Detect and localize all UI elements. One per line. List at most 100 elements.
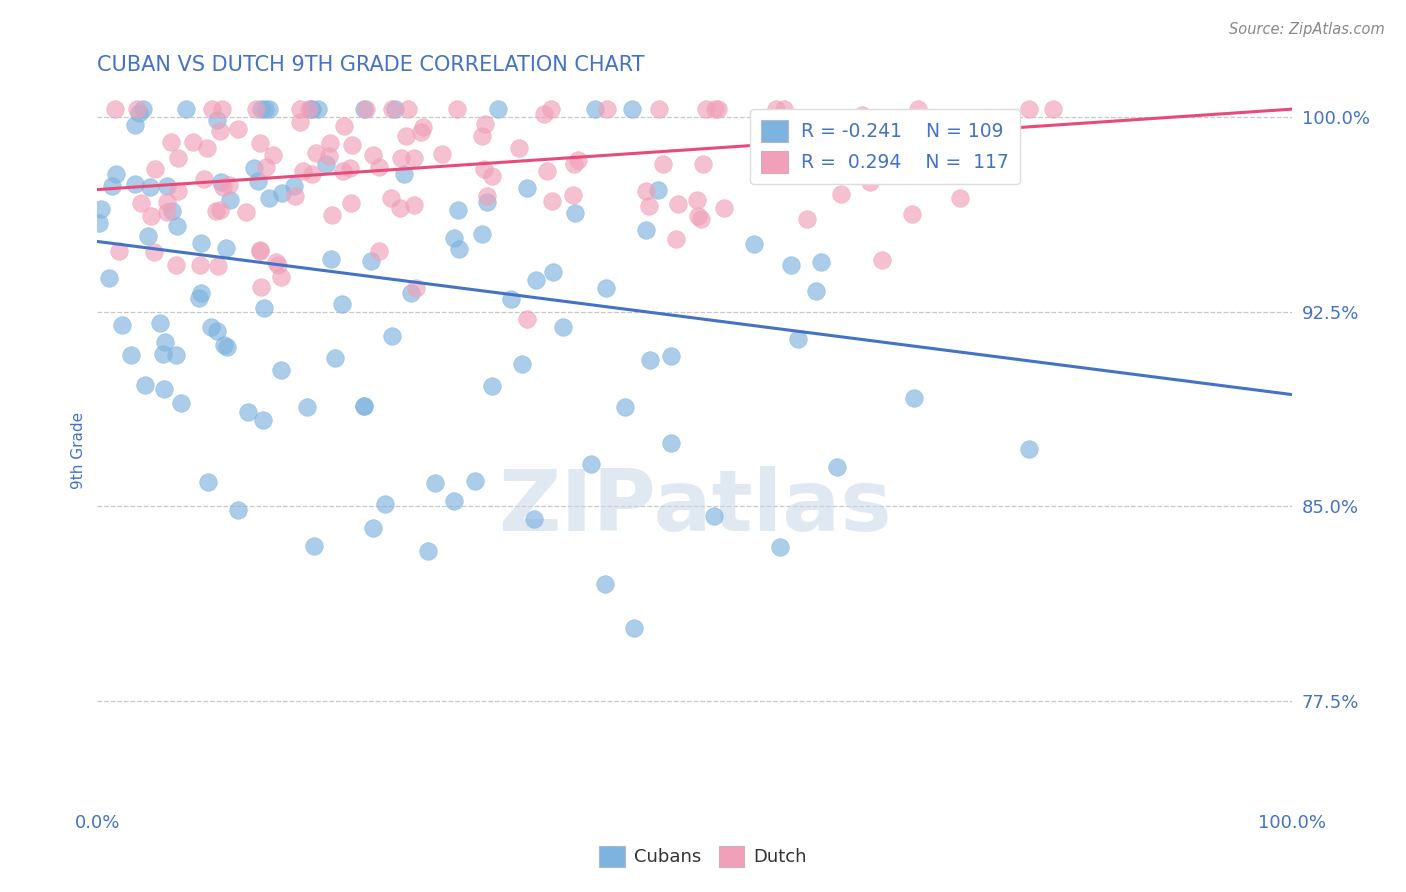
- Point: [389, 151, 412, 165]
- Point: [333, 119, 356, 133]
- Point: [243, 161, 266, 175]
- Point: [475, 194, 498, 209]
- Point: [583, 102, 606, 116]
- Point: [128, 106, 150, 120]
- Point: [124, 118, 146, 132]
- Point: [360, 254, 382, 268]
- Point: [593, 577, 616, 591]
- Point: [152, 347, 174, 361]
- Point: [464, 474, 486, 488]
- Point: [374, 497, 396, 511]
- Point: [742, 237, 765, 252]
- Point: [236, 405, 259, 419]
- Point: [304, 539, 326, 553]
- Point: [165, 348, 187, 362]
- Point: [181, 136, 204, 150]
- Point: [516, 180, 538, 194]
- Point: [249, 244, 271, 258]
- Point: [127, 102, 149, 116]
- Point: [288, 102, 311, 116]
- Point: [665, 232, 688, 246]
- Point: [209, 175, 232, 189]
- Point: [367, 161, 389, 175]
- Point: [218, 193, 240, 207]
- Point: [859, 175, 882, 189]
- Point: [197, 475, 219, 490]
- Point: [264, 254, 287, 268]
- Point: [165, 258, 187, 272]
- Point: [332, 163, 354, 178]
- Point: [207, 259, 229, 273]
- Point: [564, 206, 586, 220]
- Point: [553, 320, 575, 334]
- Point: [472, 161, 495, 176]
- Point: [648, 102, 671, 116]
- Point: [139, 180, 162, 194]
- Legend: R = -0.241    N = 109, R =  0.294    N =  117: R = -0.241 N = 109, R = 0.294 N = 117: [751, 109, 1019, 185]
- Point: [143, 245, 166, 260]
- Point: [780, 258, 803, 272]
- Point: [292, 164, 315, 178]
- Point: [212, 338, 235, 352]
- Point: [388, 201, 411, 215]
- Point: [416, 544, 439, 558]
- Point: [773, 102, 796, 116]
- Point: [623, 621, 645, 635]
- Point: [149, 316, 172, 330]
- Point: [838, 120, 860, 134]
- Point: [143, 161, 166, 176]
- Point: [339, 161, 361, 175]
- Point: [301, 167, 323, 181]
- Point: [384, 102, 406, 116]
- Point: [486, 102, 509, 116]
- Point: [704, 102, 727, 116]
- Point: [353, 102, 375, 116]
- Point: [138, 229, 160, 244]
- Point: [510, 357, 533, 371]
- Point: [471, 128, 494, 143]
- Point: [156, 178, 179, 193]
- Point: [120, 347, 142, 361]
- Point: [524, 273, 547, 287]
- Point: [305, 146, 328, 161]
- Point: [288, 115, 311, 129]
- Point: [695, 102, 717, 116]
- Point: [249, 280, 271, 294]
- Point: [688, 209, 710, 223]
- Point: [315, 157, 337, 171]
- Point: [807, 112, 830, 126]
- Point: [354, 102, 377, 116]
- Point: [160, 203, 183, 218]
- Point: [595, 281, 617, 295]
- Point: [769, 541, 792, 555]
- Point: [307, 102, 329, 116]
- Point: [342, 137, 364, 152]
- Point: [659, 349, 682, 363]
- Text: Source: ZipAtlas.com: Source: ZipAtlas.com: [1229, 22, 1385, 37]
- Point: [637, 199, 659, 213]
- Point: [205, 324, 228, 338]
- Point: [318, 149, 340, 163]
- Point: [209, 203, 232, 218]
- Point: [540, 102, 562, 116]
- Point: [866, 164, 889, 178]
- Point: [170, 396, 193, 410]
- Point: [810, 255, 832, 269]
- Point: [825, 460, 848, 475]
- Point: [690, 212, 713, 227]
- Point: [647, 183, 669, 197]
- Point: [267, 258, 290, 272]
- Point: [409, 125, 432, 139]
- Point: [806, 132, 828, 146]
- Point: [211, 102, 233, 116]
- Point: [541, 194, 564, 208]
- Point: [283, 179, 305, 194]
- Point: [253, 301, 276, 316]
- Point: [200, 320, 222, 334]
- Point: [259, 191, 281, 205]
- Point: [1018, 102, 1040, 116]
- Point: [1042, 102, 1064, 116]
- Point: [340, 195, 363, 210]
- Point: [404, 197, 426, 211]
- Point: [159, 135, 181, 149]
